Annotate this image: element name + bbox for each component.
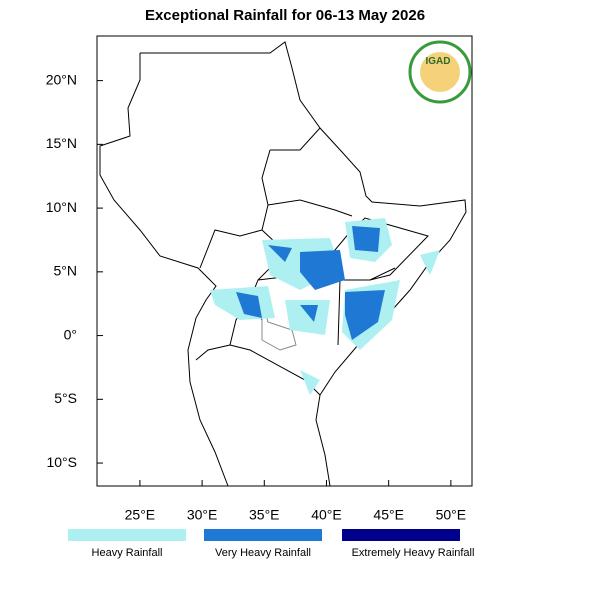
logo-text: IGAD [426, 56, 451, 67]
x-tick-label: 35°E [249, 507, 280, 523]
y-tick-label: 10°S [46, 454, 77, 470]
x-tick-label: 40°E [311, 507, 342, 523]
y-tick-label: 5°S [54, 390, 77, 406]
x-tick-label: 45°E [373, 507, 404, 523]
y-tick-label: 20°N [46, 71, 77, 87]
title: Exceptional Rainfall for 06-13 May 2026 [145, 7, 425, 24]
y-tick-label: 15°N [46, 135, 77, 151]
legend-label: Heavy Rainfall [92, 547, 163, 559]
legend-swatch [342, 529, 460, 541]
x-tick-label: 50°E [436, 507, 467, 523]
map-frame [96, 35, 473, 487]
legend-swatch [68, 529, 186, 541]
legend-swatch [204, 529, 322, 541]
land-outline [99, 41, 467, 487]
rainfall-areas [210, 218, 440, 395]
x-tick-label: 30°E [187, 507, 218, 523]
legend-label: Very Heavy Rainfall [215, 547, 311, 559]
y-tick-label: 0° [64, 326, 77, 342]
y-tick-label: 10°N [46, 199, 77, 215]
legend-label: Extremely Heavy Rainfall [352, 547, 475, 559]
x-tick-label: 25°E [125, 507, 156, 523]
logo: IGAD [408, 40, 472, 104]
y-tick-label: 5°N [54, 263, 78, 279]
